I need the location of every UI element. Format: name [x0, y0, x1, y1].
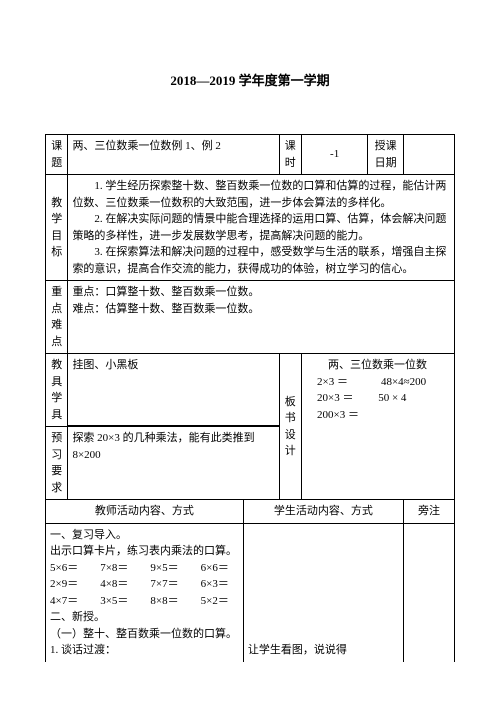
notes-cell [403, 523, 454, 662]
tools-text: 挂图、小黑板 [68, 354, 279, 426]
teacher-activity: 一、复习导入。 出示口算卡片，练习表内乘法的口算。 5×6＝ 7×8＝ 9×5＝… [46, 523, 244, 662]
lesson-label: 课题 [46, 135, 68, 175]
col-notes: 旁注 [403, 500, 454, 524]
keypoints-label: 重点难点 [46, 281, 68, 354]
date-value [403, 135, 454, 175]
board-content: 两、三位数乘一位数 2×3 ＝ 48×4≈200 20×3 ＝ 50 × 4 2… [301, 354, 454, 500]
col-student: 学生活动内容、方式 [243, 500, 403, 524]
period-label: 课时 [279, 135, 301, 175]
board-label: 板书设计 [279, 354, 301, 500]
keypoints-text: 重点：口算整十数、整百数乘一位数。 难点：估算整十数、整百数乘一位数。 [68, 281, 455, 354]
lesson-plan-table: 课题 两、三位数乘一位数例 1、例 2 课时 -1 授课日期 教学目标 1. 学… [45, 134, 455, 662]
lesson-text: 两、三位数乘一位数例 1、例 2 [68, 135, 279, 175]
date-label: 授课日期 [368, 135, 404, 175]
period-value: -1 [301, 135, 367, 175]
preview-text: 探索 20×3 的几种乘法，能有此类推到 8×200 [68, 427, 279, 500]
preview-label: 预习要求 [46, 427, 68, 500]
student-activity: 让学生看图，说说得 [243, 523, 403, 662]
goals-label: 教学目标 [46, 175, 68, 281]
doc-title: 2018—2019 学年度第一学期 [45, 70, 455, 89]
goals-text: 1. 学生经历探索整十数、整百数乘一位数的口算和估算的过程，能估计两位数、三位数… [68, 175, 455, 281]
col-teacher: 教师活动内容、方式 [46, 500, 244, 524]
tools-label: 教具学具 [46, 354, 68, 427]
